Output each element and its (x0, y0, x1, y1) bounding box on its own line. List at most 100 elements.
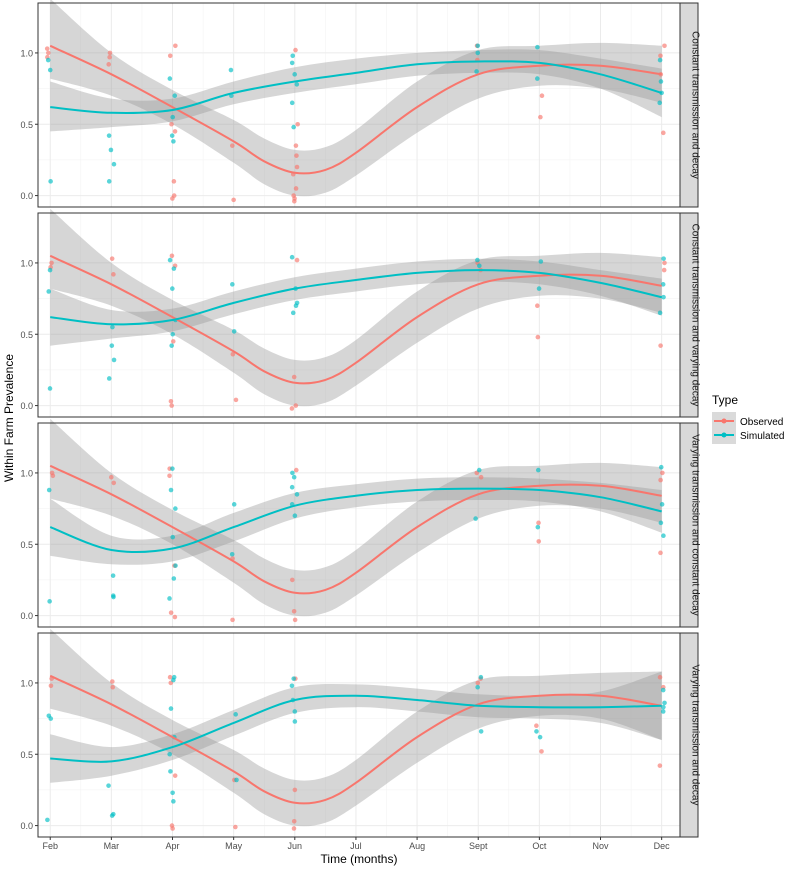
legend-label-simulated: Simulated (740, 431, 784, 442)
data-point-simulated (657, 100, 663, 106)
data-point-simulated (537, 734, 543, 740)
facet-strip (679, 632, 699, 838)
data-point-observed (167, 674, 173, 680)
confidence-band-simulated (50, 671, 662, 783)
data-point-observed (475, 680, 481, 686)
data-point-simulated (46, 487, 52, 493)
data-point-simulated (47, 67, 53, 73)
data-point-simulated (478, 729, 484, 734)
data-point-simulated (172, 93, 178, 99)
data-point-observed (292, 617, 298, 623)
facet-strip (679, 2, 699, 208)
data-point-observed (293, 143, 299, 148)
data-point-simulated (45, 817, 50, 823)
data-point-simulated (478, 674, 484, 680)
legend-dot-observed (721, 418, 727, 424)
data-point-simulated (535, 467, 541, 473)
data-point-simulated (111, 594, 116, 600)
data-point-observed (291, 826, 297, 831)
data-point-observed (230, 143, 235, 148)
data-point-simulated (168, 487, 174, 493)
data-point-simulated (45, 57, 51, 63)
data-point-observed (48, 683, 54, 689)
data-point-observed (290, 577, 295, 583)
data-point-simulated (171, 576, 177, 581)
data-point-observed (109, 256, 115, 261)
data-point-observed (289, 406, 295, 411)
data-point-observed (660, 470, 665, 476)
x-tick-label-mar: Mar (104, 841, 120, 851)
data-point-simulated (535, 524, 541, 530)
data-point-simulated (536, 286, 542, 291)
data-point-simulated (233, 712, 238, 717)
legend-key-simulated: Simulated (712, 426, 784, 444)
data-point-observed (293, 186, 299, 191)
data-point-observed (661, 130, 666, 136)
x-tick-label-aug: Aug (409, 841, 425, 851)
data-point-observed (657, 674, 663, 680)
x-axis: Feb Mar Apr May Jun Jul Aug Sept Oct Nov Dec (42, 837, 670, 851)
data-point-observed (173, 43, 178, 49)
data-point-simulated (234, 777, 239, 783)
confidence-band-observed (50, 628, 662, 827)
data-point-simulated (231, 329, 237, 334)
data-point-observed (172, 129, 178, 134)
data-point-observed (171, 179, 177, 184)
panel-2: 0.0 0.5 1.0 Constant transmission and varyi… (20, 208, 701, 418)
data-point-simulated (292, 709, 298, 714)
data-point-simulated (48, 716, 54, 721)
smooth-line-observed (49, 44, 662, 175)
data-point-observed (168, 399, 174, 404)
data-point-simulated (170, 114, 175, 120)
confidence-band-observed (50, 0, 662, 197)
y-tick-label: 1.0 (20, 48, 33, 58)
data-point-simulated (660, 709, 666, 714)
data-point-simulated (659, 502, 665, 507)
x-tick-label-jun: Jun (288, 841, 303, 851)
data-point-simulated (294, 492, 300, 497)
facet-strip (679, 212, 699, 418)
data-point-simulated (291, 676, 297, 681)
facet-strip-label: Constant transmission and varying decay (690, 224, 701, 407)
data-point-simulated (535, 44, 540, 50)
data-point-simulated (106, 783, 111, 788)
y-tick-label: 0.5 (20, 120, 33, 130)
data-point-observed (294, 257, 300, 263)
x-tick-label-apr: Apr (166, 841, 180, 851)
smooth-line-observed (49, 254, 662, 385)
data-point-observed (534, 723, 539, 729)
data-point-observed (294, 164, 300, 170)
data-point-observed (49, 260, 54, 266)
data-point-observed (44, 46, 50, 51)
y-tick-label: 1.0 (20, 258, 33, 268)
data-point-simulated (110, 324, 115, 330)
y-tick-label: 0.5 (20, 540, 33, 550)
data-point-observed (110, 684, 116, 690)
data-point-simulated (475, 43, 481, 49)
data-point-simulated (171, 139, 176, 144)
data-point-simulated (173, 563, 178, 568)
data-point-observed (230, 617, 235, 623)
data-point-simulated (657, 310, 663, 316)
data-point-simulated (477, 263, 482, 269)
data-point-observed (662, 260, 667, 266)
data-point-simulated (106, 179, 112, 184)
data-point-simulated (290, 53, 296, 59)
panel-3: 0.0 0.5 1.0 Varying transmission and consta… (20, 418, 701, 628)
data-point-simulated (291, 474, 297, 480)
data-point-simulated (111, 357, 117, 363)
data-point-observed (535, 303, 540, 309)
data-point-observed (292, 198, 297, 204)
data-point-simulated (110, 573, 116, 578)
data-point-simulated (47, 267, 53, 273)
data-point-simulated (475, 684, 480, 690)
data-point-simulated (48, 179, 53, 184)
data-point-observed (233, 824, 238, 830)
data-point-simulated (106, 133, 112, 138)
panel-background (38, 213, 680, 417)
confidence-band-observed (50, 208, 662, 407)
data-point-simulated (660, 687, 666, 693)
data-point-simulated (538, 259, 544, 264)
data-point-simulated (290, 470, 295, 476)
data-point-simulated (292, 72, 297, 77)
